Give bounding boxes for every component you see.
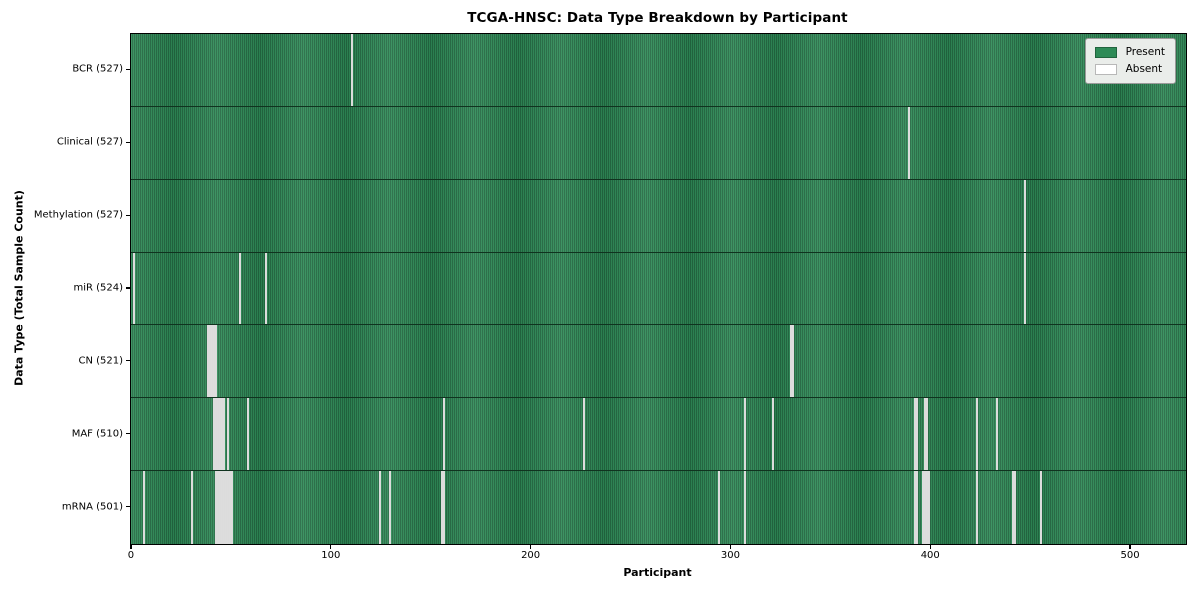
- row-band-maf: [131, 398, 1186, 472]
- absent-bar: [218, 471, 221, 544]
- absent-bar: [214, 398, 217, 471]
- absent-swatch: [1094, 63, 1117, 75]
- absent-bar: [220, 471, 223, 544]
- row-band-mrna: [131, 471, 1186, 544]
- legend-item-present: Present: [1094, 46, 1165, 58]
- legend-item-absent: Absent: [1094, 63, 1165, 75]
- row-band-mir: [131, 252, 1186, 326]
- absent-bar: [228, 471, 231, 544]
- absent-bar: [388, 471, 391, 544]
- absent-bar: [210, 325, 213, 398]
- absent-bar: [744, 471, 747, 544]
- absent-bar: [718, 471, 721, 544]
- y-axis-title: Data Type (Total Sample Count): [12, 190, 26, 386]
- x-tick-mark: [330, 544, 332, 549]
- absent-bar: [214, 471, 217, 544]
- absent-bar: [350, 34, 353, 106]
- absent-bar: [440, 471, 443, 544]
- absent-bar: [142, 471, 145, 544]
- x-tick-label: 200: [521, 550, 541, 561]
- y-tick-label: Clinical (527): [56, 136, 123, 148]
- x-tick-label: 400: [920, 550, 940, 561]
- absent-bar: [772, 398, 775, 471]
- row-band-methylation: [131, 179, 1186, 253]
- absent-bar: [246, 398, 249, 471]
- absent-bar: [914, 471, 917, 544]
- absent-bar: [216, 398, 219, 471]
- x-tick-label: 500: [1120, 550, 1140, 561]
- x-tick-label: 300: [720, 550, 740, 561]
- legend: Present Absent: [1084, 38, 1176, 84]
- absent-bar: [1024, 179, 1027, 252]
- absent-bar: [264, 252, 267, 325]
- x-axis-title: Participant: [623, 566, 692, 579]
- absent-bar: [238, 252, 241, 325]
- absent-bar: [132, 252, 135, 325]
- absent-bar: [976, 398, 979, 471]
- absent-bar: [220, 398, 223, 471]
- absent-bar: [1040, 471, 1043, 544]
- legend-label-present: Present: [1125, 46, 1165, 58]
- x-tick-mark: [1129, 544, 1131, 549]
- y-tick-label: BCR (527): [72, 63, 123, 75]
- absent-bar: [218, 398, 221, 471]
- absent-bar: [224, 471, 227, 544]
- absent-bar: [924, 471, 927, 544]
- present-swatch: [1094, 46, 1117, 58]
- absent-bar: [212, 398, 215, 471]
- absent-bar: [206, 325, 209, 398]
- absent-bar: [222, 471, 225, 544]
- x-tick-label: 0: [127, 550, 135, 561]
- absent-bar: [1014, 471, 1017, 544]
- legend-label-absent: Absent: [1125, 63, 1163, 75]
- absent-bar: [442, 398, 445, 471]
- x-tick-mark: [729, 544, 732, 549]
- row-band-bcr: [131, 34, 1186, 107]
- absent-bar: [226, 471, 229, 544]
- absent-bar: [996, 398, 999, 471]
- y-tick-label: mRNA (501): [61, 501, 123, 513]
- absent-bar: [908, 106, 911, 179]
- absent-bar: [926, 398, 929, 471]
- x-tick-label: 100: [321, 550, 341, 561]
- absent-bar: [1012, 471, 1015, 544]
- absent-bar: [916, 398, 919, 471]
- absent-bar: [924, 398, 927, 471]
- absent-bar: [790, 325, 793, 398]
- row-band-cn: [131, 325, 1186, 399]
- absent-bar: [442, 471, 445, 544]
- absent-bar: [190, 471, 193, 544]
- absent-bar: [208, 325, 211, 398]
- x-tick-mark: [530, 544, 532, 549]
- x-tick-mark: [130, 544, 132, 549]
- absent-bar: [214, 325, 217, 398]
- absent-bar: [226, 398, 229, 471]
- x-tick-mark: [929, 544, 931, 549]
- y-tick-label: Methylation (527): [33, 209, 123, 221]
- absent-bar: [216, 471, 219, 544]
- absent-bar: [914, 398, 917, 471]
- absent-bar: [222, 398, 225, 471]
- absent-bar: [1024, 252, 1027, 325]
- absent-bar: [378, 471, 381, 544]
- absent-bar: [922, 471, 925, 544]
- y-tick-label: miR (524): [73, 282, 123, 294]
- absent-bar: [926, 471, 929, 544]
- absent-bar: [916, 471, 919, 544]
- absent-bar: [928, 471, 931, 544]
- row-band-clinical: [131, 106, 1186, 180]
- absent-bar: [212, 325, 215, 398]
- plot-area: [130, 33, 1187, 545]
- absent-bar: [230, 471, 233, 544]
- absent-bar: [976, 471, 979, 544]
- chart-title: TCGA-HNSC: Data Type Breakdown by Partic…: [467, 10, 848, 26]
- y-tick-label: MAF (510): [71, 428, 123, 440]
- y-tick-label: CN (521): [78, 355, 123, 367]
- absent-bar: [792, 325, 795, 398]
- absent-bar: [582, 398, 585, 471]
- absent-bar: [744, 398, 747, 471]
